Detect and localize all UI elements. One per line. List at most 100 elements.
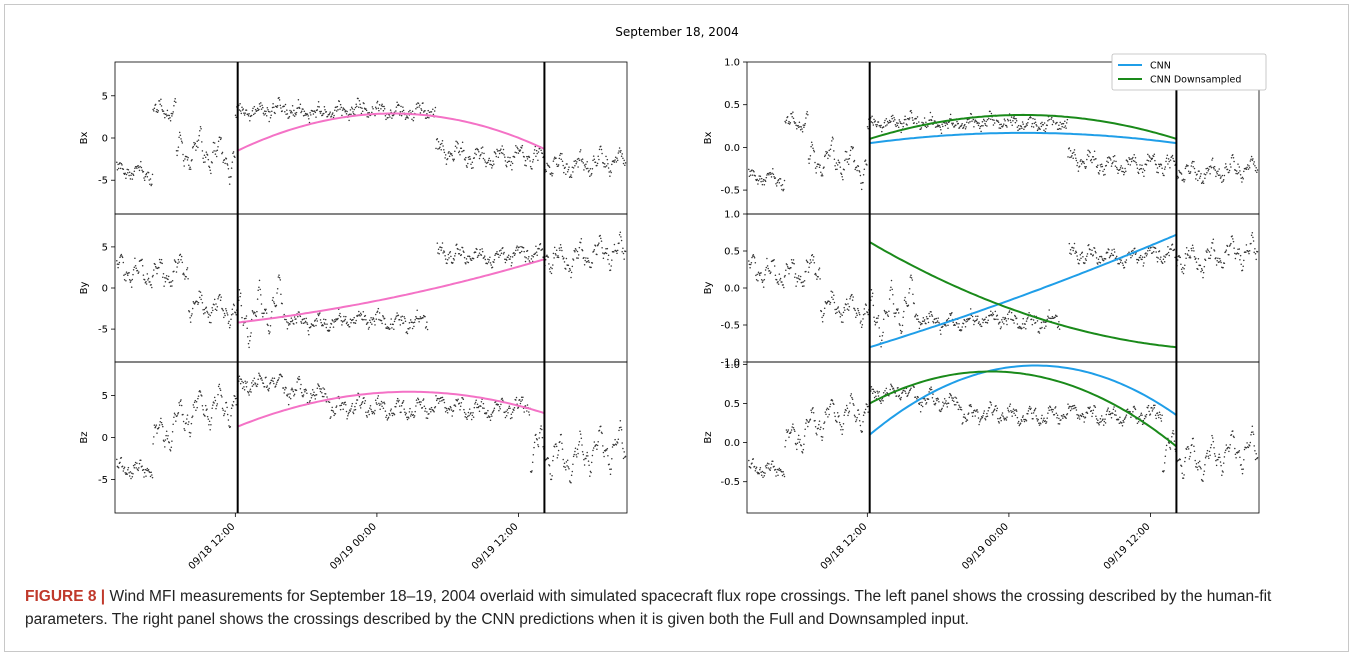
measurement-point [752,254,755,256]
measurement-point [226,314,229,316]
measurement-point [936,124,939,126]
measurement-point [1140,412,1143,415]
measurement-point [861,430,864,433]
measurement-point [1224,163,1227,165]
measurement-point [888,310,890,313]
measurement-point [770,176,773,178]
measurement-point [1184,460,1186,463]
measurement-point [760,474,763,476]
measurement-point [416,309,418,311]
measurement-point [1084,262,1086,264]
measurement-point [570,474,573,477]
measurement-point [596,162,599,165]
measurement-point [1229,163,1231,165]
measurement-point [1156,256,1158,258]
measurement-point [146,273,149,275]
measurement-point [446,157,449,160]
measurement-point [1214,169,1217,171]
measurement-point [785,429,788,431]
measurement-point [472,411,474,414]
measurement-point [620,239,623,242]
measurement-point [812,406,814,409]
measurement-point [1001,319,1003,321]
measurement-point [576,250,579,253]
measurement-point [984,418,987,421]
measurement-point [1076,255,1078,257]
measurement-point [786,430,789,433]
measurement-point [891,288,893,291]
measurement-point [916,314,919,317]
measurement-point [605,248,607,250]
measurement-point [442,145,444,147]
measurement-point [888,121,890,124]
measurement-point [776,181,779,184]
measurement-point [445,163,448,165]
measurement-point [757,183,759,185]
measurement-point [592,159,594,162]
measurement-point [899,397,901,400]
measurement-point [903,118,906,121]
measurement-point [838,311,841,314]
measurement-point [847,163,850,165]
measurement-point [539,243,542,245]
measurement-point [1067,156,1069,158]
measurement-point [557,165,559,168]
measurement-point [174,413,176,416]
measurement-point [314,319,317,321]
measurement-point [258,103,261,105]
measurement-point [162,425,164,428]
measurement-point [169,448,171,451]
measurement-point [1234,447,1236,450]
measurement-point [548,165,550,167]
measurement-point [480,147,483,149]
measurement-point [843,306,845,309]
measurement-point [317,105,319,108]
measurement-point [871,392,874,394]
measurement-point [163,440,165,443]
measurement-point [834,168,837,171]
measurement-point [1092,254,1095,256]
measurement-point [613,444,616,446]
measurement-point [1113,406,1115,408]
measurement-point [911,116,914,119]
measurement-point [578,246,581,249]
measurement-point [813,261,816,264]
measurement-point [990,401,992,404]
measurement-point [1187,448,1190,450]
measurement-point [320,110,322,113]
measurement-point [969,405,971,407]
measurement-point [191,415,194,417]
measurement-point [444,254,446,257]
measurement-point [853,404,855,406]
measurement-point [272,380,274,383]
measurement-point [1229,244,1231,246]
measurement-point [977,411,979,413]
measurement-point [919,323,922,326]
measurement-point [904,115,906,118]
measurement-point [384,323,387,326]
measurement-point [295,389,298,391]
measurement-point [784,445,786,448]
measurement-point [997,120,999,122]
measurement-point [943,403,945,405]
measurement-point [234,156,236,159]
measurement-point [1118,422,1121,424]
measurement-point [1191,244,1194,247]
measurement-point [573,160,575,163]
measurement-point [884,119,886,122]
measurement-point [117,167,120,170]
measurement-point [251,309,254,312]
fit-curve-cnn [869,364,1177,436]
measurement-point [1106,251,1109,254]
measurement-point [900,396,902,399]
measurement-point [396,399,398,402]
measurement-point [463,149,465,152]
measurement-point [190,160,193,162]
measurement-point [1222,471,1224,473]
measurement-point [1086,412,1089,414]
measurement-point [1220,261,1222,264]
measurement-point [419,401,421,403]
measurement-point [382,105,384,108]
measurement-point [378,318,380,321]
measurement-point [874,323,877,326]
